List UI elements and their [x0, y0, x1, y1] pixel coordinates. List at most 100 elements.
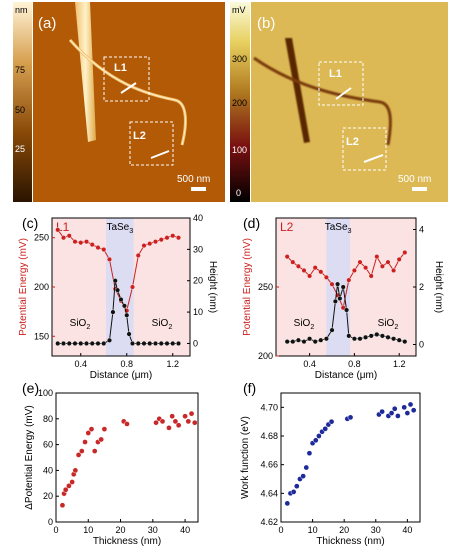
height-point	[101, 340, 107, 346]
height-point	[95, 340, 101, 346]
scatter-point	[379, 408, 385, 415]
scatter-point	[290, 489, 297, 495]
potential-point	[329, 281, 335, 287]
scatter-point	[347, 414, 354, 421]
y-right-tick-label: 4	[419, 225, 424, 235]
potential-point	[391, 267, 397, 273]
potential-point	[78, 240, 84, 246]
scatter-point	[69, 479, 75, 485]
scatter-point	[404, 410, 411, 416]
roi-label-l1-a: L1	[114, 62, 127, 74]
y-left-axis-title: Potential Energy (mV)	[242, 238, 253, 336]
scatter-point	[191, 419, 198, 426]
potential-point	[346, 277, 352, 283]
x-tick-label: 0.4	[303, 359, 316, 369]
potential-point	[95, 245, 101, 251]
scatter-point	[62, 486, 69, 493]
scatter-point	[182, 413, 188, 420]
scatter-point	[78, 448, 85, 454]
height-point	[106, 337, 112, 343]
height-point	[284, 339, 290, 345]
y-left-tick-label: 150	[34, 331, 49, 341]
panel-label-a: (a)	[38, 15, 56, 32]
height-point	[323, 336, 329, 342]
annotation-sio2-left: SiO2	[70, 318, 91, 331]
chart-e-potential-vs-thickness: (e) 0 10 20 30 40 0 20 40 60 80 100 Thickness (nm) Δ…	[22, 380, 199, 547]
height-point	[368, 333, 374, 339]
y-right-tick-label: 10	[193, 307, 203, 317]
y-axis-title: Work function (eV)	[240, 416, 251, 499]
potential-point	[379, 263, 385, 269]
potential-point	[363, 265, 369, 271]
height-point	[346, 333, 352, 339]
height-point	[110, 309, 116, 315]
colorbar-a-tick-75: 75	[15, 65, 25, 75]
scatter-point	[410, 407, 417, 414]
height-point	[374, 331, 380, 337]
height-point	[344, 307, 350, 313]
y-left-tick-label: 200	[34, 282, 49, 292]
scale-bar-a	[191, 187, 206, 191]
panel-b-kpfm-image: mV 300 200 100 0 L1 L2 500 nm (b)	[230, 2, 448, 202]
scatter-point	[72, 467, 79, 474]
profile-line-l2-a	[150, 150, 170, 159]
x-tick-label: 40	[402, 525, 412, 535]
height-point	[126, 331, 132, 337]
profile-line-l2-b	[363, 154, 384, 163]
potential-point	[135, 252, 141, 258]
potential-point	[284, 254, 290, 260]
y-right-axis-title: Height (nm)	[433, 261, 444, 313]
annotation-tase3: TaSe3	[325, 222, 352, 235]
x-axis-title: Distance (μm)	[90, 370, 152, 381]
y-tick-label: 20	[43, 491, 53, 501]
potential-point	[152, 239, 158, 245]
x-tick-label: 0.4	[74, 359, 87, 369]
potential-point	[312, 265, 318, 271]
x-tick-label: 40	[180, 525, 190, 535]
potential-point	[396, 256, 402, 262]
scatter-point	[75, 452, 82, 458]
roi-box-l1-b	[318, 61, 364, 106]
y-left-tick-label: 250	[258, 282, 273, 292]
potential-point	[368, 273, 374, 279]
kpfm-image-b	[251, 2, 448, 202]
x-tick-label: 0.8	[120, 359, 133, 369]
height-point	[115, 287, 121, 293]
scatter-point	[88, 426, 95, 432]
x-axis-title: Thickness (nm)	[316, 536, 384, 547]
flake-thin-a-highlight	[69, 39, 186, 146]
profile-tag: L2	[280, 220, 294, 234]
annotation-sio2-right: SiO2	[378, 318, 399, 331]
colorbar-a-tick-50: 50	[15, 105, 25, 115]
colorbar-b-tick-200: 200	[232, 98, 247, 108]
x-tick-label: 0	[278, 525, 283, 535]
flake-thick-b	[285, 38, 310, 143]
scatter-point	[407, 401, 414, 408]
x-tick-label: 10	[83, 525, 93, 535]
y-tick-label: 4.70	[260, 402, 278, 412]
scatter-point	[284, 500, 291, 507]
x-tick-label: 1.2	[393, 359, 406, 369]
afm-image-a	[33, 2, 225, 202]
height-point	[332, 298, 338, 304]
colorbar-b	[230, 2, 250, 202]
potential-point	[374, 254, 380, 260]
height-point	[118, 297, 124, 303]
potential-series-line	[286, 252, 406, 310]
scatter-point	[312, 437, 319, 444]
scatter-point	[159, 418, 166, 425]
scatter-point	[328, 418, 335, 425]
height-point	[337, 296, 343, 302]
y-tick-label: 4.64	[260, 488, 278, 498]
height-point	[170, 340, 176, 346]
height-point	[158, 340, 164, 346]
scatter-point	[169, 413, 176, 420]
scatter-point	[66, 483, 72, 489]
potential-point	[351, 267, 357, 273]
panel-label-c: (c)	[22, 215, 38, 231]
y-right-tick-label: 40	[193, 213, 203, 223]
scatter-point	[188, 410, 195, 417]
height-point	[295, 337, 301, 343]
colorbar-a	[13, 2, 32, 202]
